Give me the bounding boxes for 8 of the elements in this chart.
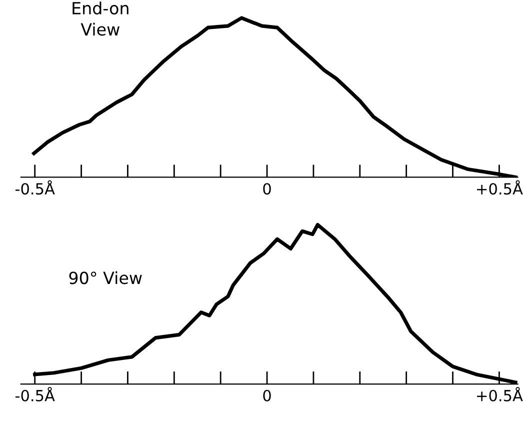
x-tick-label: +0.5Å — [477, 387, 523, 402]
annotation: 90° View — [69, 271, 142, 284]
x-tick-label: 0 — [263, 390, 271, 402]
x-tick-label: -0.5Å — [15, 180, 55, 195]
x-tick-label: -0.5Å — [15, 387, 55, 402]
annotation: End-on View — [72, 2, 128, 36]
x-tick-label: +0.5Å — [477, 180, 523, 195]
x-tick-label: 0 — [263, 183, 271, 195]
